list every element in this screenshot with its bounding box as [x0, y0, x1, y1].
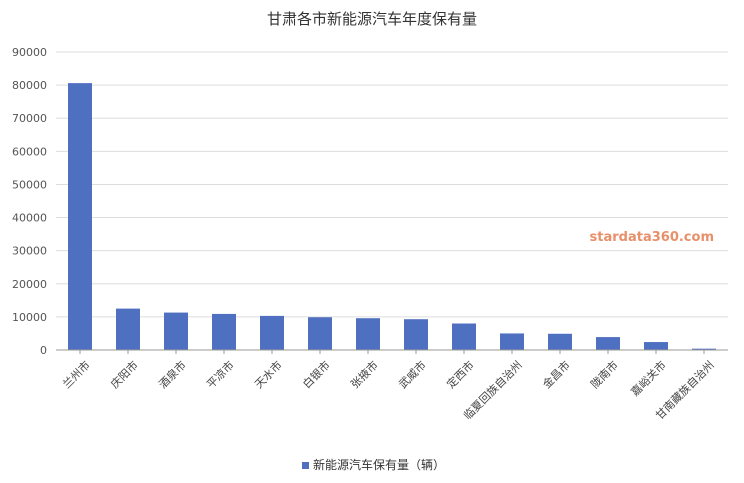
- bar: [212, 313, 236, 350]
- bar: [356, 318, 380, 350]
- x-tick-label: 定西市: [444, 358, 477, 391]
- legend-label: 新能源汽车保有量（辆）: [313, 457, 445, 472]
- bar: [308, 317, 332, 350]
- bar: [644, 342, 668, 350]
- legend-swatch: [302, 462, 309, 469]
- y-tick-label: 80000: [12, 79, 47, 92]
- bar: [116, 308, 140, 350]
- bar: [692, 348, 716, 350]
- y-tick-label: 90000: [12, 46, 47, 59]
- y-tick-label: 10000: [12, 311, 47, 324]
- x-tick-label: 酒泉市: [156, 358, 189, 391]
- x-tick-label: 金昌市: [540, 358, 573, 391]
- bar: [452, 323, 476, 350]
- x-tick-label: 武威市: [396, 358, 429, 391]
- bars: [68, 83, 716, 350]
- x-tick-label: 天水市: [252, 358, 285, 391]
- chart-title: 甘肃各市新能源汽车年度保有量: [267, 10, 477, 28]
- y-tick-label: 70000: [12, 112, 47, 125]
- x-tick-label: 白银市: [300, 358, 333, 391]
- y-tick-label: 50000: [12, 178, 47, 191]
- x-tick-label: 庆阳市: [108, 358, 141, 391]
- bar: [596, 337, 620, 350]
- bar: [164, 312, 188, 350]
- watermark-text: stardata360.com: [590, 230, 714, 245]
- x-tick-label: 陇南市: [588, 358, 621, 391]
- bar: [500, 333, 524, 350]
- y-tick-label: 20000: [12, 278, 47, 291]
- legend: 新能源汽车保有量（辆）: [302, 457, 445, 472]
- gridlines: [56, 51, 728, 318]
- y-axis-ticks: 0 10000 20000 30000 40000 50000 60000 70000 8000…: [12, 46, 47, 357]
- x-tick-label: 嘉峪关市: [628, 358, 669, 399]
- x-tick-label: 张掖市: [348, 358, 381, 391]
- y-tick-label: 0: [40, 344, 47, 357]
- y-tick-label: 40000: [12, 212, 47, 225]
- bar: [260, 315, 284, 350]
- bar: [68, 83, 92, 350]
- bar: [548, 333, 572, 350]
- y-tick-label: 60000: [12, 145, 47, 158]
- x-tick-label: 兰州市: [60, 358, 93, 391]
- y-tick-label: 30000: [12, 245, 47, 258]
- bar: [404, 319, 428, 350]
- x-tick-label: 平凉市: [204, 358, 237, 391]
